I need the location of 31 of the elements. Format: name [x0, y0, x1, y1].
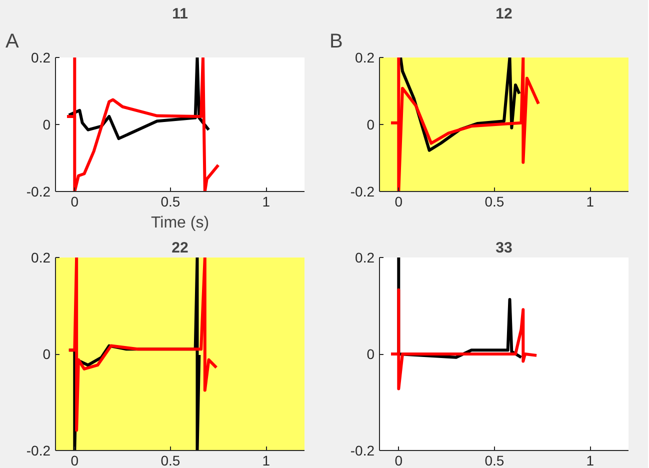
x-tick-label: 1: [262, 452, 270, 468]
chart-title: 22: [172, 240, 188, 256]
y-tick-label: 0: [366, 346, 375, 362]
x-tick-label: 0: [70, 452, 79, 468]
x-axis-title: Time (s): [150, 214, 210, 232]
chart-title: 11: [172, 6, 188, 22]
y-tick-label: -0.2: [26, 184, 51, 200]
y-tick-label: 0.2: [31, 50, 51, 66]
x-tick-label: 1: [262, 194, 270, 210]
y-tick-label: 0: [42, 346, 51, 362]
x-tick-label: 0.5: [484, 194, 504, 210]
y-tick-label: 0: [42, 116, 51, 132]
x-tick-label: 0.5: [160, 194, 180, 210]
x-tick-label: 1: [586, 452, 594, 468]
x-tick-label: 1: [586, 194, 594, 210]
text: A: [6, 30, 20, 52]
chart-title: 12: [496, 6, 512, 22]
y-tick-label: 0: [366, 116, 375, 132]
y-tick-label: -0.2: [350, 184, 375, 200]
chart-title: 33: [496, 240, 512, 256]
y-tick-label: 0.2: [31, 250, 51, 266]
y-tick-label: 0.2: [355, 250, 375, 266]
x-tick-label: 0.5: [160, 452, 180, 468]
x-tick-label: 0: [70, 194, 79, 210]
y-tick-label: -0.2: [350, 442, 375, 458]
y-tick-label: 0.2: [355, 50, 375, 66]
text: B: [330, 30, 343, 52]
y-tick-label: -0.2: [26, 442, 51, 458]
x-tick-label: 0.5: [484, 452, 504, 468]
x-tick-label: 0: [394, 194, 403, 210]
x-tick-label: 0: [394, 452, 403, 468]
